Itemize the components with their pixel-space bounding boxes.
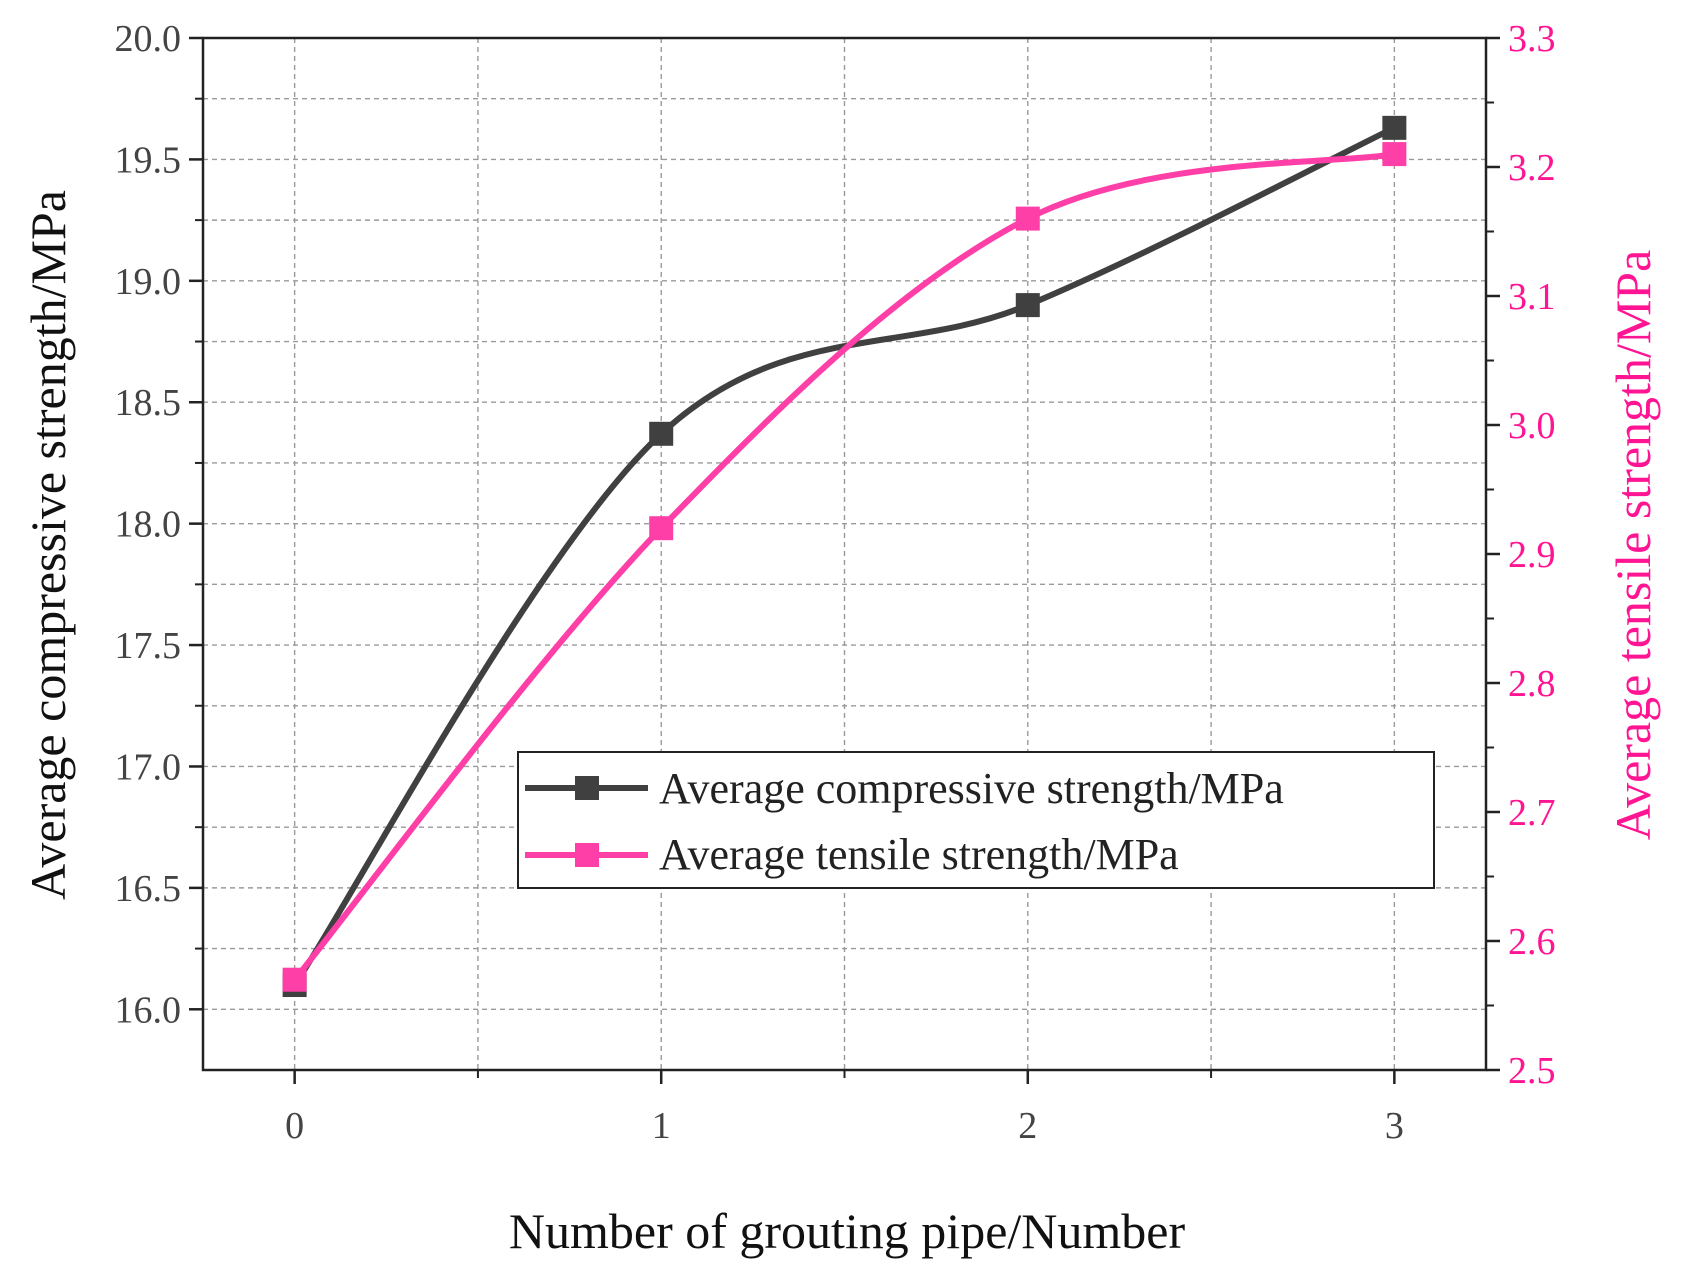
- y-tick-label-left: 16.5: [115, 868, 182, 910]
- legend-label-compressive: Average compressive strength/MPa: [659, 764, 1284, 813]
- x-tick-label: 0: [285, 1105, 304, 1147]
- series-line-tensile: [292, 151, 1395, 982]
- y-tick-label-left: 17.5: [115, 625, 182, 667]
- data-point-compressive: [1382, 115, 1407, 140]
- y-tick-label-right: 2.7: [1508, 792, 1556, 834]
- y-tick-label-left: 18.0: [115, 504, 182, 546]
- y-tick-label-right: 2.5: [1508, 1050, 1556, 1092]
- y-tick-label-left: 20.0: [115, 18, 182, 60]
- y-tick-label-right: 2.6: [1508, 921, 1556, 963]
- data-point-compressive: [1015, 293, 1040, 318]
- y-axis-title-right: Average tensile strength/MPa: [1605, 250, 1661, 841]
- series-layer: [282, 115, 1407, 998]
- y-tick-label-right: 3.2: [1508, 147, 1556, 189]
- legend-marker-compressive: [575, 776, 599, 800]
- data-point-tensile: [282, 967, 307, 992]
- y-tick-label-right: 3.3: [1508, 18, 1556, 60]
- y-axis-title-left: Average compressive strength/MPa: [20, 190, 76, 900]
- y-tick-label-right: 2.8: [1508, 663, 1556, 705]
- y-tick-label-left: 19.0: [115, 261, 182, 303]
- legend-box: [517, 751, 1435, 889]
- data-point-compressive: [649, 421, 674, 446]
- legend-label-tensile: Average tensile strength/MPa: [659, 830, 1179, 879]
- legend-marker-tensile: [575, 843, 599, 867]
- x-tick-label: 2: [1018, 1105, 1037, 1147]
- y-tick-label-right: 3.1: [1508, 276, 1556, 318]
- legend: Average compressive strength/MPa Average…: [517, 751, 1435, 889]
- data-point-tensile: [1382, 142, 1407, 167]
- data-point-tensile: [1015, 206, 1040, 231]
- x-axis-title: Number of grouting pipe/Number: [509, 1203, 1186, 1259]
- y-tick-label-left: 16.0: [115, 989, 182, 1031]
- y-tick-label-left: 17.0: [115, 746, 182, 788]
- y-tick-label-left: 19.5: [115, 139, 182, 181]
- data-point-tensile: [649, 516, 674, 541]
- series-line-compressive: [292, 125, 1396, 987]
- grid-lines: [203, 38, 1486, 1070]
- x-tick-label: 3: [1385, 1105, 1404, 1147]
- x-tick-label: 1: [652, 1105, 671, 1147]
- y-tick-label-left: 18.5: [115, 382, 182, 424]
- axes: [189, 36, 1500, 1084]
- y-tick-label-right: 3.0: [1508, 405, 1556, 447]
- y-tick-label-right: 2.9: [1508, 534, 1556, 576]
- tick-labels: 16.0 16.5 17.0 17.5 18.0 18.5 19.0 19.5 20.0 2.5 2…: [115, 18, 1556, 1147]
